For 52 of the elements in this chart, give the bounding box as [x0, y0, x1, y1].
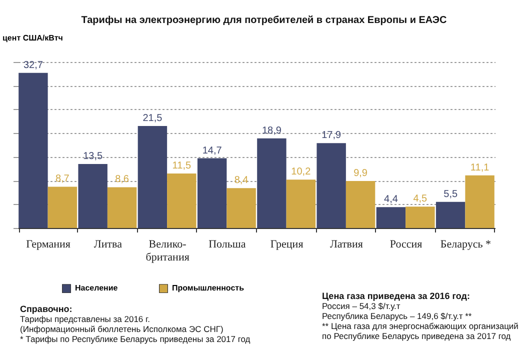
bar	[48, 186, 78, 228]
bar	[346, 181, 376, 228]
bar	[226, 188, 256, 228]
bar	[436, 202, 466, 228]
data-label: 14,7	[202, 145, 222, 156]
bar	[316, 143, 346, 228]
x-tick-label: Велико-британия	[146, 238, 190, 264]
text: (Информационный бюллетень Исполкома ЭС СНГ)	[20, 324, 224, 334]
text: Россия – 54,3 $/т.у.т	[322, 301, 402, 311]
data-label: 5,5	[444, 188, 458, 200]
y-axis-title: цент США/кВтч	[2, 34, 64, 42]
data-label: 9,9	[354, 168, 368, 180]
legend-label: Промышленность	[172, 284, 244, 293]
bar	[197, 158, 227, 228]
x-tick-label: Латвия	[330, 238, 363, 250]
x-tick-label: Польша	[208, 238, 246, 250]
data-label: 10,2	[291, 166, 312, 178]
data-label: 18,9	[262, 125, 282, 136]
data-label: 4,5	[413, 194, 428, 205]
bar	[406, 206, 435, 228]
data-label: 4,4	[384, 194, 398, 206]
x-tick-label: Беларусь *	[440, 238, 491, 250]
data-label: 21,5	[142, 113, 163, 124]
data-label: 8,6	[115, 174, 130, 186]
data-label: 32,7	[23, 60, 44, 71]
text: ** Цена газа для энергоснабжающих организаций по Республике Беларусь приведена за 2017 год	[322, 321, 520, 341]
data-label: 11,5	[172, 160, 192, 172]
x-tick-label: Германия	[26, 238, 70, 250]
bar	[376, 207, 406, 228]
bar	[138, 126, 168, 228]
data-label: 11,1	[470, 162, 490, 174]
bar	[257, 138, 286, 228]
text: * Тарифы по Республике Беларусь приведены за 2017 год	[20, 334, 252, 344]
chart-title: Тарифы на электроэнергию для потребителей в странах Европы и ЕАЭС	[80, 15, 448, 26]
text: Тарифы представлены за 2016 г.	[20, 314, 151, 324]
bar	[465, 175, 494, 228]
data-label: 17,9	[322, 130, 342, 142]
x-tick-label: Россия	[390, 238, 422, 250]
data-label: 13,5	[83, 150, 103, 162]
x-tick-label: Литва	[94, 238, 122, 250]
data-label: 8,7	[55, 174, 70, 185]
text: Цена газа приведена за 2016 год:	[322, 291, 472, 301]
x-tick-label: Греция	[270, 238, 304, 250]
data-label: 8,4	[234, 175, 249, 186]
bar	[78, 164, 108, 228]
legend-label: Население	[75, 284, 118, 293]
bar	[167, 173, 196, 228]
text: Республика Беларусь – 149,6 $/т.у.т **	[322, 311, 473, 321]
text: Справочно:	[20, 304, 74, 314]
bar	[107, 187, 137, 228]
bar	[286, 180, 316, 228]
bar	[18, 72, 48, 228]
